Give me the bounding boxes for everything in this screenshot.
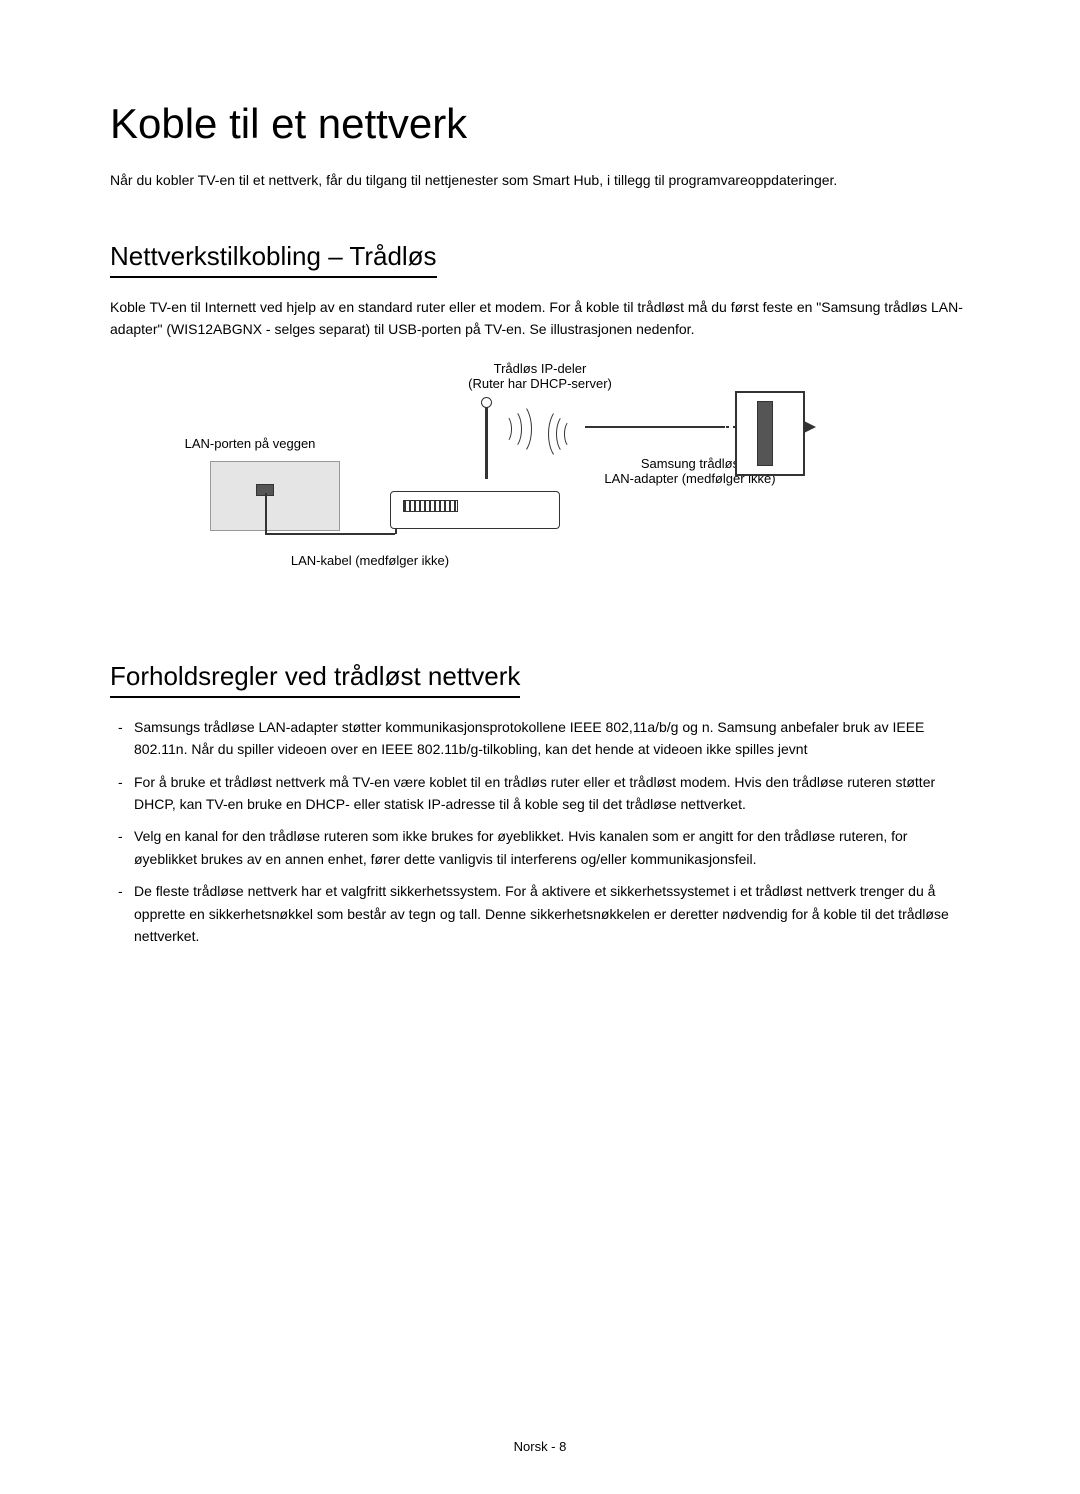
tv-adapter-icon [735, 391, 805, 476]
arrow-head-icon [804, 421, 816, 433]
page-footer: Norsk - 8 [0, 1439, 1080, 1454]
router-icon [390, 479, 560, 529]
list-item: For å bruke et trådløst nettverk må TV-e… [110, 771, 970, 816]
wall-outlet-icon [210, 461, 340, 531]
main-title: Koble til et nettverk [110, 100, 970, 148]
cable-line-h [265, 533, 395, 535]
cable-line-v [265, 493, 267, 533]
diagram-label-cable: LAN-kabel (medfølger ikke) [260, 553, 480, 568]
label-top-line1: Trådløs IP-deler [440, 361, 640, 376]
intro-text: Når du kobler TV-en til et nettverk, får… [110, 170, 970, 191]
section1-text: Koble TV-en til Internett ved hjelp av e… [110, 296, 970, 341]
section1-title: Nettverkstilkobling – Trådløs [110, 241, 437, 278]
diagram-label-router: Trådløs IP-deler (Ruter har DHCP-server) [440, 361, 640, 391]
arrow-line [585, 426, 725, 428]
list-item: De fleste trådløse nettverk har et valgf… [110, 880, 970, 947]
label-top-line2: (Ruter har DHCP-server) [440, 376, 640, 391]
diagram-label-wall: LAN-porten på veggen [150, 436, 350, 451]
list-item: Velg en kanal for den trådløse ruteren s… [110, 825, 970, 870]
list-item: Samsungs trådløse LAN-adapter støtter ko… [110, 716, 970, 761]
precautions-list: Samsungs trådløse LAN-adapter støtter ko… [110, 716, 970, 948]
network-diagram: Trådløs IP-deler (Ruter har DHCP-server)… [110, 361, 970, 601]
section2-title: Forholdsregler ved trådløst nettverk [110, 661, 520, 698]
